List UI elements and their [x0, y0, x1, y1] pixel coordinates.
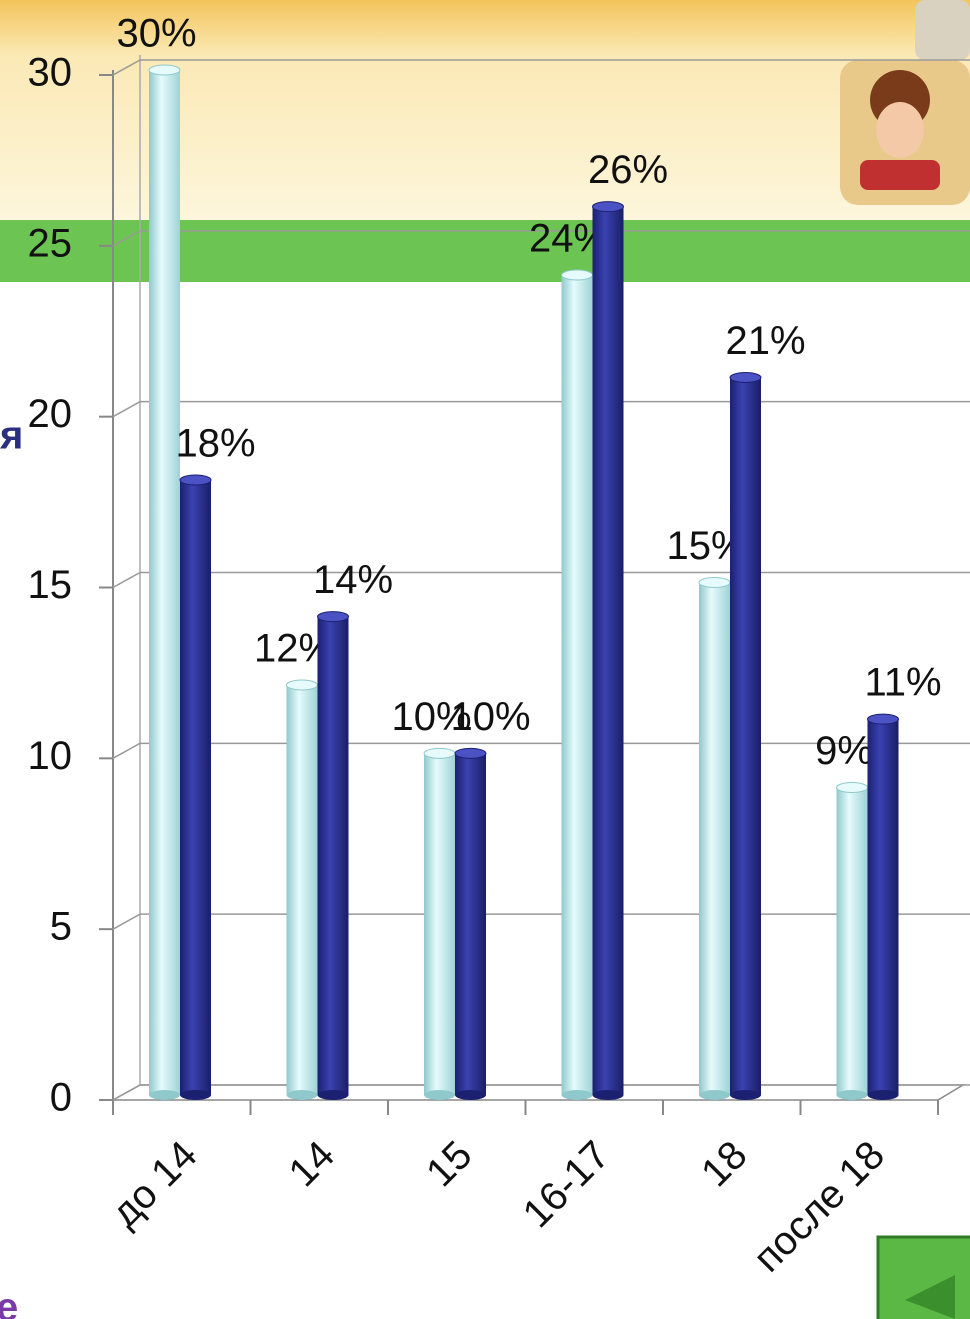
- bar-base: [730, 1090, 761, 1100]
- value-label: 18%: [175, 422, 255, 466]
- bar: [836, 787, 868, 1095]
- bar-base: [836, 1090, 868, 1100]
- value-label: 26%: [588, 148, 668, 192]
- bar-base: [455, 1090, 486, 1100]
- y-tick-label: 20: [28, 392, 73, 436]
- bar-base: [699, 1090, 730, 1100]
- bar: [561, 275, 593, 1095]
- bar: [180, 480, 211, 1095]
- grid-line: [112, 230, 141, 247]
- bar: [455, 753, 486, 1095]
- bar-cap: [592, 201, 624, 213]
- bar: [149, 70, 180, 1095]
- bar-base: [286, 1090, 318, 1100]
- bar: [317, 616, 349, 1095]
- bar: [867, 719, 899, 1095]
- y-tick-label: 30: [28, 51, 73, 95]
- value-label: 10%: [450, 695, 530, 739]
- y-tick-label: 25: [28, 221, 73, 265]
- bar-cap: [317, 611, 349, 623]
- grid-line: [112, 1084, 141, 1101]
- bar-base: [317, 1090, 349, 1100]
- grid-line: [112, 571, 141, 589]
- bar-cap: [454, 747, 487, 759]
- bar-cap: [698, 577, 731, 588]
- bar: [286, 685, 318, 1095]
- bar-base: [424, 1090, 455, 1100]
- bar-base: [149, 1090, 180, 1100]
- nav-button[interactable]: [876, 1235, 970, 1319]
- bar-cap: [179, 474, 212, 486]
- green-band: [0, 220, 970, 282]
- y-tick-label: 10: [28, 734, 73, 778]
- bar-cap: [423, 747, 456, 759]
- value-label: 9%: [815, 729, 873, 773]
- bar-cap: [561, 269, 593, 281]
- bar-cap: [729, 372, 762, 383]
- grid-line: [112, 742, 141, 759]
- bar-base: [592, 1090, 624, 1100]
- value-label: 11%: [864, 661, 941, 705]
- value-label: 21%: [725, 319, 805, 363]
- bar: [699, 582, 730, 1095]
- bar-base: [561, 1090, 593, 1100]
- value-label: 10%: [391, 695, 471, 739]
- bar-cap: [286, 679, 318, 691]
- bar: [730, 377, 761, 1095]
- bar-cap: [148, 64, 181, 76]
- puzzle-image: [840, 0, 970, 205]
- bar: [592, 206, 624, 1095]
- bar-base: [867, 1090, 899, 1100]
- grid-line: [112, 401, 141, 418]
- background-text: я: [0, 414, 23, 458]
- y-tick-label: 0: [50, 1076, 72, 1120]
- bar-cap: [836, 782, 868, 793]
- y-tick-label: 15: [28, 563, 73, 607]
- bar-cap: [867, 713, 899, 725]
- bar-base: [180, 1090, 211, 1100]
- bar: [424, 753, 455, 1095]
- background-text: е: [0, 1286, 18, 1319]
- value-label: 14%: [313, 558, 393, 602]
- grid-line: [112, 59, 141, 76]
- grid-line: [112, 913, 141, 930]
- value-label: 30%: [116, 12, 196, 56]
- y-tick-label: 5: [50, 905, 72, 949]
